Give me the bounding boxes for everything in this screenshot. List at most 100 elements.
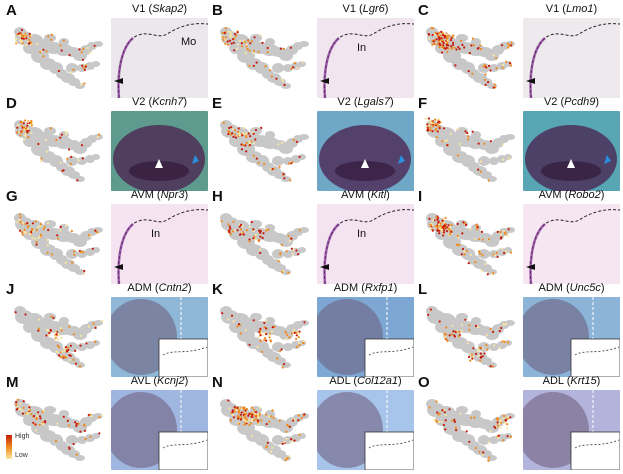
cell-dot <box>80 83 83 86</box>
umap-cluster <box>220 399 232 409</box>
cell-dot <box>77 159 80 162</box>
cell-dot <box>232 320 235 323</box>
cell-dot <box>15 403 18 406</box>
expression-legend: High Low <box>6 433 46 473</box>
umap-cluster <box>92 154 100 160</box>
cell-dot <box>445 43 448 47</box>
cell-dot <box>23 138 26 141</box>
cell-dot <box>257 50 260 53</box>
cell-dot <box>484 66 487 69</box>
gene-label: Krt15 <box>570 375 597 387</box>
cell-dot <box>265 333 268 336</box>
cell-dot <box>442 226 445 229</box>
cell-dot <box>444 139 447 143</box>
cell-dot <box>66 157 69 160</box>
umap-cluster <box>77 436 87 444</box>
cell-dot <box>240 416 243 419</box>
cell-dot <box>435 216 438 219</box>
anatomy-label: In <box>357 228 367 240</box>
umap-plot <box>14 398 103 461</box>
cell-dot <box>250 419 253 422</box>
anatomy-label: In <box>151 228 161 240</box>
cell-dot <box>58 346 61 349</box>
cell-dot <box>437 420 440 424</box>
cell-dot <box>64 356 67 359</box>
cell-dot <box>28 38 31 42</box>
cell-dot <box>261 236 264 240</box>
gene-label: Kitl <box>370 189 387 201</box>
cell-dot <box>477 354 480 358</box>
cell-dot <box>434 123 437 126</box>
cell-dot <box>75 422 78 426</box>
cell-dot <box>76 179 79 182</box>
cell-dot <box>288 240 291 243</box>
cell-dot <box>277 259 280 263</box>
cell-dot <box>260 419 263 422</box>
cell-dot <box>238 411 241 414</box>
umap-cluster <box>478 156 490 166</box>
cell-dot <box>488 441 491 444</box>
cell-dot <box>50 38 53 41</box>
umap-cluster <box>471 224 481 232</box>
cell-dot <box>258 248 262 251</box>
cell-dot <box>506 427 509 430</box>
cell-dot <box>19 216 22 219</box>
cell-dot <box>503 340 506 343</box>
cell-dot <box>465 430 468 433</box>
cell-dot <box>467 70 470 73</box>
cell-dot <box>240 143 243 146</box>
umap-cluster <box>44 127 56 135</box>
umap-cluster <box>456 127 468 135</box>
cell-dot <box>501 66 504 69</box>
cell-dot <box>21 233 24 236</box>
cell-dot <box>226 40 229 43</box>
in-situ-photo: Mo <box>111 18 208 98</box>
stain-signal <box>323 223 340 284</box>
cell-dot <box>285 250 288 253</box>
cell-dot <box>454 64 457 67</box>
cell-dot <box>47 35 50 38</box>
cell-dot <box>239 332 242 335</box>
cell-dot <box>466 342 469 345</box>
umap-cluster <box>66 249 78 259</box>
panel-letter: J <box>6 281 15 298</box>
region-label: V2 ( <box>131 96 153 108</box>
figure-panel: N ADL (Col12a1) <box>212 374 417 470</box>
cell-dot <box>449 132 452 135</box>
cell-dot <box>261 41 264 44</box>
cell-dot <box>442 41 445 44</box>
cell-dot <box>255 410 258 414</box>
cell-dot <box>243 41 247 44</box>
cell-dot <box>235 34 238 37</box>
cell-dot <box>298 332 301 335</box>
figure-panel: A V1 (Skap2) Mo <box>6 2 211 98</box>
cell-dot <box>259 327 262 330</box>
cell-dot <box>270 330 274 333</box>
cell-dot <box>59 356 62 359</box>
cell-dot <box>270 450 273 453</box>
cell-dot <box>443 332 446 335</box>
cell-dot <box>431 27 435 30</box>
cell-dot <box>455 243 458 246</box>
cell-dot <box>271 446 274 449</box>
cell-dot <box>79 365 82 368</box>
cell-dot <box>431 130 434 133</box>
umap-cluster <box>59 410 69 418</box>
cell-dot <box>60 133 64 136</box>
umap-cluster <box>281 176 291 182</box>
cell-dot <box>269 339 272 342</box>
panel-letter: O <box>418 374 430 391</box>
cell-dot <box>233 410 237 413</box>
cell-dot <box>22 34 25 37</box>
cell-dot <box>468 52 471 55</box>
cell-dot <box>64 349 67 352</box>
cell-dot <box>39 51 42 54</box>
umap-cluster <box>299 41 309 47</box>
umap-cluster <box>59 38 69 46</box>
cell-dot <box>467 135 470 138</box>
cell-dot <box>18 218 21 222</box>
panel-letter: L <box>418 281 428 298</box>
umap-cluster <box>93 413 103 419</box>
cell-dot <box>268 69 272 72</box>
umap-cluster <box>265 131 275 139</box>
